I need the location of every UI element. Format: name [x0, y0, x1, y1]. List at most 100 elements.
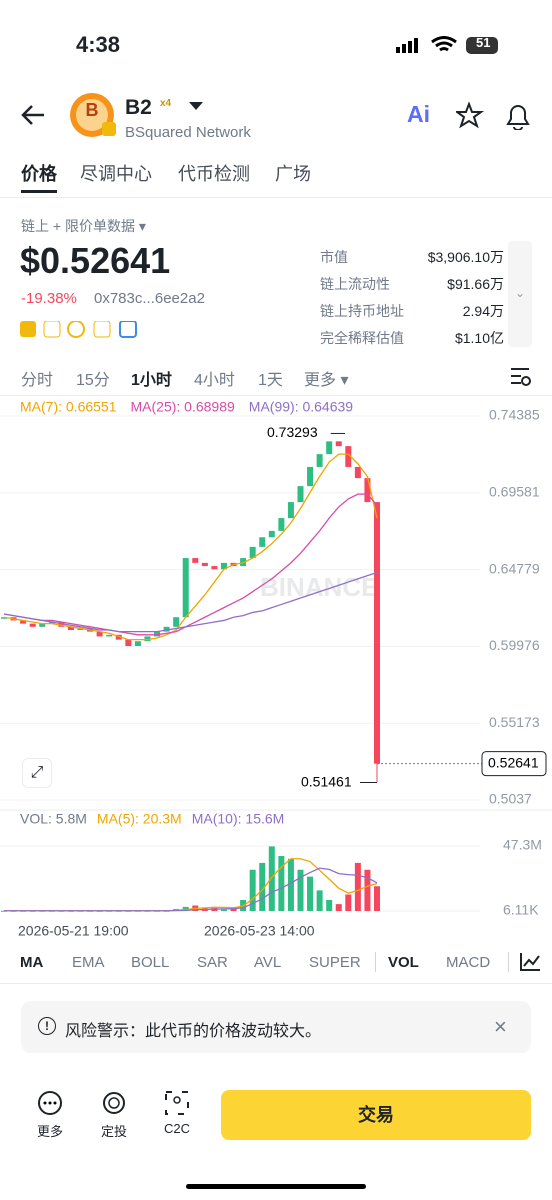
y-tick-label: 0.74385 [489, 407, 540, 423]
indicator[interactable]: VOL [388, 954, 419, 971]
candle [364, 478, 371, 503]
tab[interactable]: 尽调中心 [80, 164, 152, 184]
dropdown[interactable] [188, 100, 204, 112]
timeframe[interactable]: 4小时 [194, 372, 235, 389]
legend-entry: MA(5): 20.3M [97, 811, 182, 827]
tab[interactable]: 价格 [21, 164, 57, 184]
fullscreen-button[interactable]: ⤢ [22, 758, 52, 788]
close-button[interactable]: × [494, 1014, 507, 1039]
indicator[interactable]: BOLL [131, 954, 170, 971]
bottom-action[interactable]: 定投 [101, 1124, 128, 1139]
candle [240, 558, 247, 567]
candle [297, 486, 304, 503]
candle [173, 617, 180, 627]
candle [259, 537, 266, 547]
candle [154, 631, 161, 637]
candle [287, 502, 294, 519]
stat-value: $3,906.10万 [427, 249, 504, 265]
ma-line [3, 453, 378, 641]
tab[interactable]: 代币检测 [178, 164, 250, 184]
stat-value: $91.66万 [447, 276, 504, 292]
timeframe[interactable]: 15分 [76, 372, 110, 389]
legend-entry: MA(10): 15.6M [192, 811, 285, 827]
y-tick-label: 0.69581 [489, 484, 540, 500]
candle [163, 626, 170, 632]
low-label: 0.51461 [301, 773, 352, 789]
stat-value: 2.94万 [462, 303, 504, 319]
stats-values: $3,906.10万 $91.66万 2.94万 $1.10亿 [428, 244, 504, 352]
timeframe[interactable]: 1小时 [131, 372, 172, 389]
volume-bar [230, 908, 237, 911]
divider [0, 983, 552, 984]
bottom-icons [38, 1091, 189, 1115]
volume-bar [287, 858, 294, 911]
candle [144, 636, 151, 642]
candle [326, 441, 333, 455]
chart-settings[interactable] [509, 366, 533, 388]
svg-text:B: B [86, 100, 99, 120]
bottom-action[interactable]: 更多 [37, 1124, 64, 1139]
candle [278, 518, 285, 531]
stat-label: 完全稀释估值 [320, 330, 404, 346]
legend-entry: MA(25): 0.68989 [131, 399, 235, 415]
last-price-box [481, 751, 547, 777]
indicator[interactable]: AVL [254, 954, 282, 971]
volume-bar [364, 869, 371, 911]
indicator-settings[interactable] [519, 952, 541, 972]
status-icons: 51 [396, 36, 498, 54]
candle [67, 626, 74, 631]
indicator[interactable]: EMA [72, 954, 105, 971]
indicator[interactable]: MA [20, 954, 44, 971]
timeframe[interactable]: 更多 ▾ [304, 372, 349, 389]
volume-bar [316, 890, 323, 911]
contract-address[interactable]: 0x783c...6ee2a2 [94, 290, 205, 307]
risk-banner: ! 风险警示：此代币的价格波动较大。 × [21, 1001, 531, 1053]
y-tick-label: 0.64779 [489, 560, 540, 576]
y-tick-label: 6.11K [503, 902, 539, 918]
candle [307, 466, 314, 487]
candle [106, 634, 113, 637]
stats-labels: 市值 链上流动性 链上持币地址 完全稀释估值 [320, 244, 404, 352]
volume-bar [249, 869, 256, 911]
legend-entry: MA(99): 0.64639 [249, 399, 353, 415]
bottom-action[interactable]: C2C [164, 1121, 191, 1136]
trade-button[interactable]: 交易 [221, 1090, 531, 1140]
indicator[interactable]: SAR [197, 954, 228, 971]
volume-bar [335, 904, 342, 911]
ma-line [3, 571, 378, 633]
candle [96, 631, 103, 637]
indicator[interactable]: SUPER [309, 954, 361, 971]
badge: x4 [160, 98, 172, 109]
candle [125, 639, 132, 647]
candle [48, 622, 55, 624]
tab-underline [21, 190, 57, 193]
data-source[interactable]: 链上 + 限价单数据 ▾ [21, 218, 146, 234]
stats-expand[interactable]: ⌄ [508, 241, 532, 347]
legend-entry: MA(7): 0.66551 [20, 399, 117, 415]
candle [268, 530, 275, 538]
timeframe[interactable]: 1天 [258, 372, 283, 389]
ai-button[interactable]: Ai [407, 101, 430, 127]
tab[interactable]: 广场 [275, 164, 311, 184]
y-tick-label: 0.5037 [489, 791, 532, 807]
watermark: BINANCE [260, 572, 378, 602]
volume-bar [307, 876, 314, 911]
timeframe[interactable]: 分时 [21, 372, 54, 389]
header-actions[interactable] [456, 102, 536, 130]
candle [335, 441, 342, 447]
candle [201, 562, 208, 567]
candle [1, 617, 7, 619]
social-icons[interactable] [20, 321, 140, 339]
stat-label: 链上流动性 [320, 276, 390, 292]
indicator[interactable]: MACD [446, 954, 491, 971]
high-label: 0.73293 [267, 424, 318, 440]
candle [115, 634, 122, 640]
price: $0.52641 [20, 240, 171, 281]
stat-label: 链上持币地址 [320, 303, 404, 319]
token-symbol: B2 [125, 96, 152, 119]
price-change: -19.38% [21, 290, 77, 307]
timeframe-more: 更多 [304, 372, 337, 389]
battery: 51 [476, 36, 490, 50]
